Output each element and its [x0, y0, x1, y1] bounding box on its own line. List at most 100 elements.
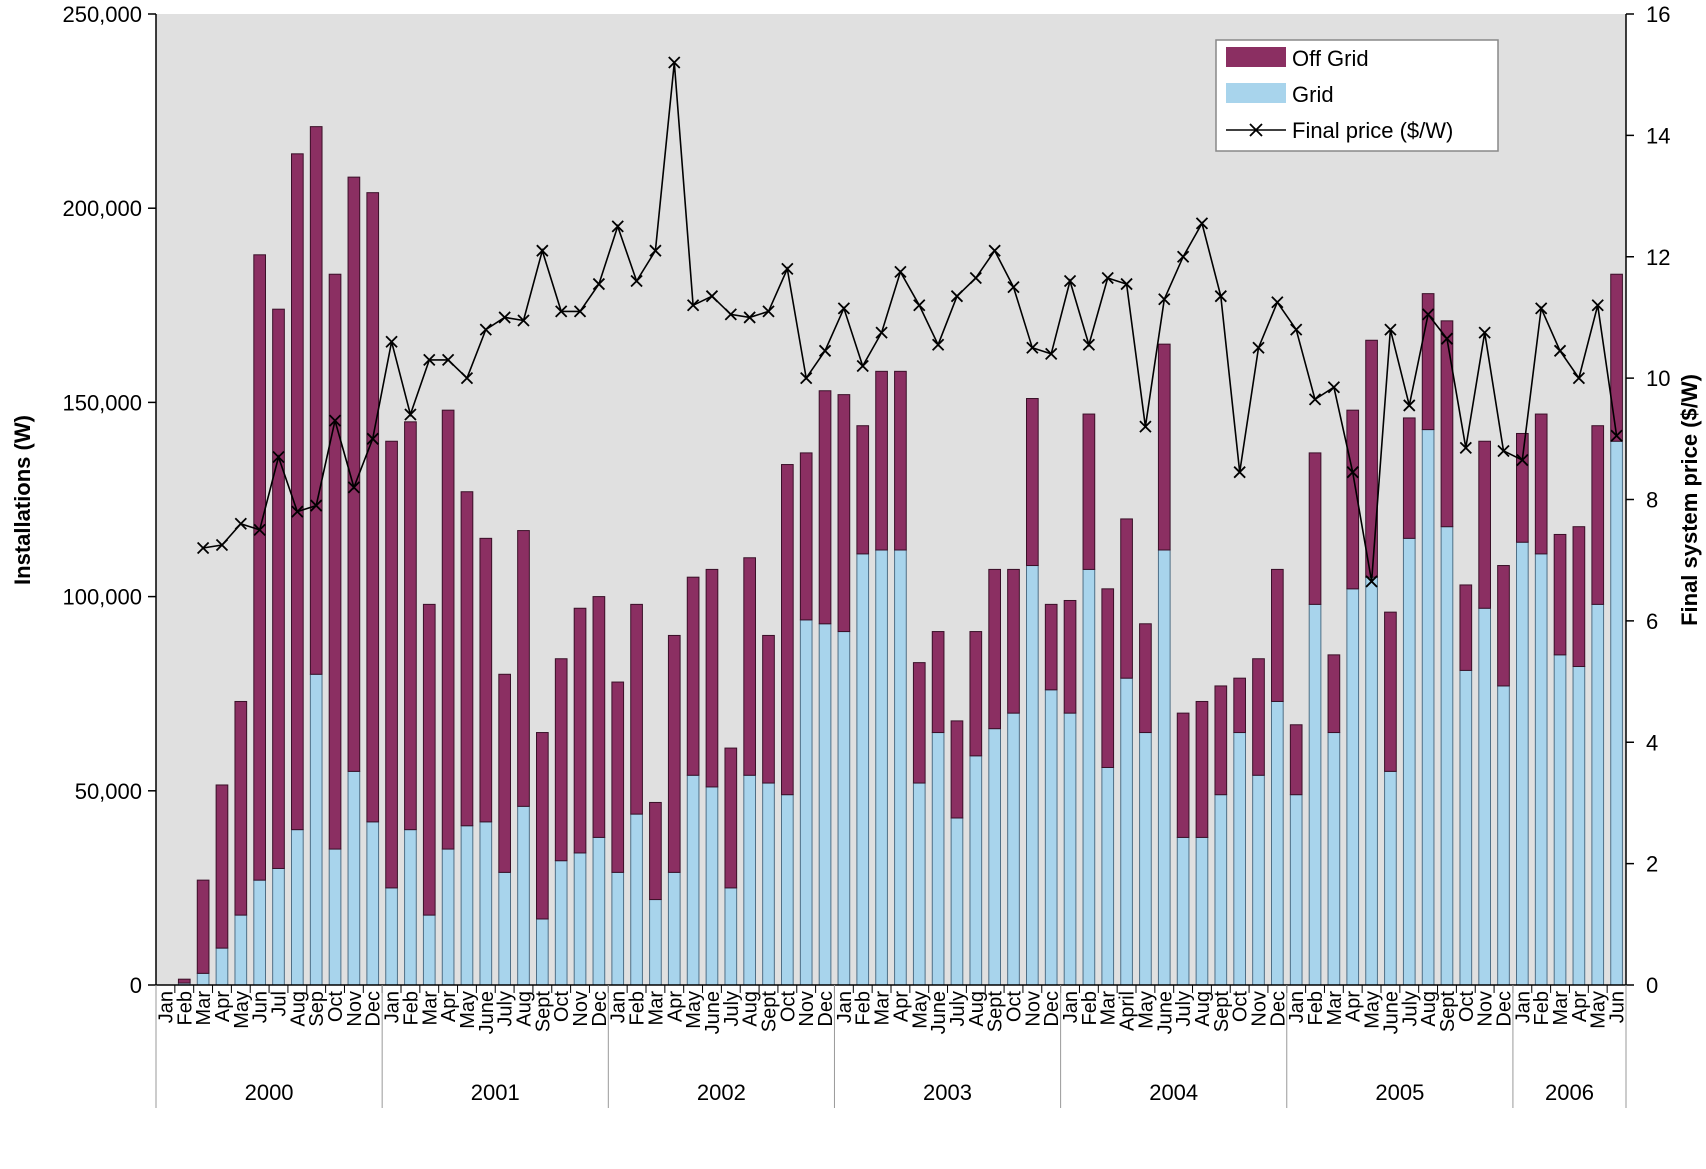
x-tick-label: Sep: [306, 991, 328, 1027]
price-marker: [404, 408, 417, 421]
price-marker: [1214, 290, 1227, 303]
bar-grid: [649, 899, 662, 986]
bar-off-grid: [1553, 533, 1567, 656]
bar-off-grid: [1459, 584, 1473, 671]
price-marker: [536, 244, 549, 257]
x-tick-label: Jun: [1607, 991, 1629, 1023]
price-marker: [1572, 371, 1586, 385]
bar-grid: [1063, 712, 1077, 986]
year-label: 2002: [697, 1080, 746, 1105]
x-tick-label: Dec: [815, 991, 837, 1027]
plot-area: [156, 14, 1626, 985]
bar-grid: [1591, 603, 1605, 986]
price-marker: [724, 308, 737, 321]
price-marker: [1007, 280, 1020, 294]
bar-off-grid: [837, 394, 851, 633]
bar-grid: [724, 887, 738, 986]
x-tick-label: Dec: [363, 991, 385, 1027]
bar-off-grid: [1591, 425, 1605, 605]
x-tick-label: June: [1154, 991, 1176, 1034]
bar-grid: [479, 821, 493, 986]
price-marker: [611, 220, 624, 233]
bar-grid: [1553, 654, 1567, 986]
bar-off-grid: [912, 662, 926, 784]
x-tick-label: Dec: [589, 991, 611, 1027]
legend-swatch-off-grid: [1226, 47, 1286, 67]
x-tick-label: Sept: [1211, 991, 1233, 1033]
x-tick-label: June: [702, 991, 724, 1034]
bar-off-grid: [1176, 712, 1190, 838]
price-marker: [196, 541, 210, 555]
bar-off-grid: [479, 537, 493, 823]
x-tick-label: July: [947, 991, 969, 1027]
bar-off-grid: [517, 530, 530, 807]
bar-grid: [1289, 794, 1303, 986]
bar-grid: [1007, 712, 1020, 986]
price-marker: [272, 450, 285, 464]
x-tick-label: Nov: [1022, 991, 1044, 1027]
x-tick-label: June: [928, 991, 950, 1034]
bar-grid: [912, 782, 926, 986]
price-marker: [592, 277, 606, 291]
price-marker: [818, 344, 832, 357]
bar-grid: [347, 770, 361, 986]
x-tick-label: Sept: [759, 991, 781, 1033]
x-tick-label: Jan: [1512, 991, 1534, 1023]
price-marker: [1403, 399, 1416, 412]
year-label: 2000: [245, 1080, 294, 1105]
bar-off-grid: [1421, 293, 1435, 431]
price-marker: [1365, 575, 1378, 588]
y-tick-label: 200,000: [62, 196, 142, 221]
bar-off-grid: [441, 409, 455, 850]
price-marker: [1535, 302, 1548, 315]
bar-off-grid: [630, 603, 643, 815]
x-tick-label: Feb: [174, 991, 196, 1025]
bar-grid: [1440, 526, 1454, 986]
y-tick-label: 100,000: [62, 585, 142, 610]
bar-grid: [328, 848, 342, 986]
x-tick-label: Mar: [419, 991, 441, 1026]
bar-off-grid: [818, 390, 832, 625]
bar-grid: [1308, 603, 1322, 986]
bar-off-grid: [724, 747, 738, 889]
bar-grid: [686, 774, 700, 986]
bar-off-grid: [667, 634, 681, 873]
bar-grid: [234, 914, 248, 986]
bar-off-grid: [1195, 700, 1209, 838]
price-marker: [1026, 341, 1039, 354]
bar-grid: [950, 817, 964, 986]
bar-grid: [799, 619, 813, 986]
x-tick-label: Mar: [1550, 991, 1572, 1026]
bar-grid: [837, 631, 851, 986]
price-marker: [1176, 250, 1190, 263]
price-marker: [781, 262, 794, 276]
price-marker: [668, 56, 681, 69]
bar-off-grid: [234, 700, 248, 916]
bar-off-grid: [1063, 599, 1077, 714]
x-tick-label: Apr: [1343, 991, 1365, 1022]
x-tick-label: Apr: [664, 991, 686, 1022]
x-tick-label: Oct: [551, 991, 573, 1023]
y2-tick-label: 16: [1646, 2, 1670, 27]
year-label: 2003: [923, 1080, 972, 1105]
x-tick-label: Apr: [1569, 991, 1591, 1022]
x-tick-label: Nov: [344, 991, 366, 1027]
bar-grid: [517, 805, 530, 986]
price-marker: [215, 538, 229, 552]
year-label: 2005: [1375, 1080, 1424, 1105]
x-tick-label: Aug: [740, 991, 762, 1027]
bar-off-grid: [1572, 526, 1586, 668]
x-tick-label: Aug: [287, 991, 309, 1027]
price-marker: [800, 371, 813, 385]
bar-grid: [422, 914, 436, 986]
year-label: 2004: [1149, 1080, 1198, 1105]
bar-grid: [1534, 553, 1548, 986]
bar-grid: [460, 825, 474, 986]
bar-grid: [1459, 669, 1473, 986]
x-tick-label: Oct: [1230, 991, 1252, 1023]
x-tick-label: Jul: [269, 991, 291, 1017]
bar-off-grid: [1497, 565, 1510, 687]
x-tick-label: Aug: [514, 991, 536, 1027]
x-tick-label: Feb: [627, 991, 649, 1025]
price-marker: [1440, 332, 1454, 345]
